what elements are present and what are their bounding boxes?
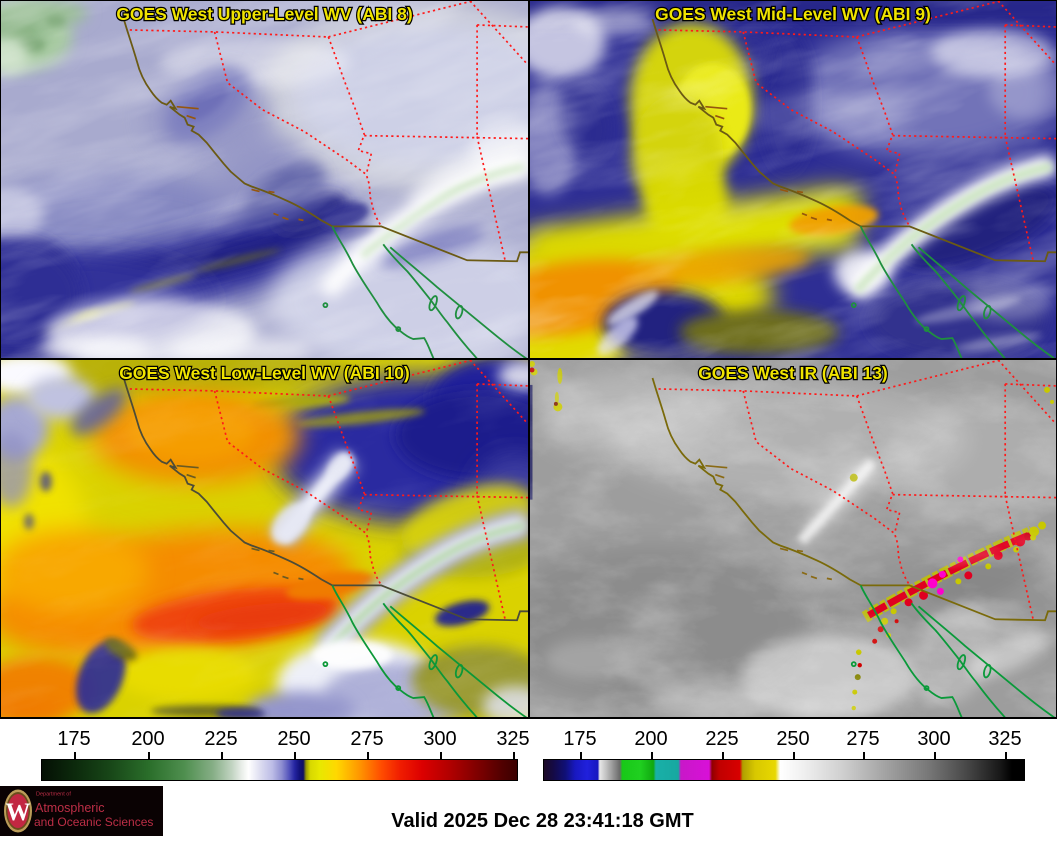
svg-text:GOES West Mid-Level WV (ABI 9): GOES West Mid-Level WV (ABI 9) <box>655 4 931 24</box>
svg-text:GOES West Upper-Level WV (ABI: GOES West Upper-Level WV (ABI 8) <box>116 4 412 24</box>
svg-text:GOES West Low-Level WV (ABI 10: GOES West Low-Level WV (ABI 10) <box>119 363 409 383</box>
svg-text:and Oceanic Sciences: and Oceanic Sciences <box>34 815 153 829</box>
svg-text:W: W <box>6 799 31 826</box>
svg-text:Atmospheric: Atmospheric <box>35 801 104 815</box>
svg-text:GOES West IR (ABI 13): GOES West IR (ABI 13) <box>698 363 887 383</box>
svg-text:Department of: Department of <box>36 792 71 798</box>
